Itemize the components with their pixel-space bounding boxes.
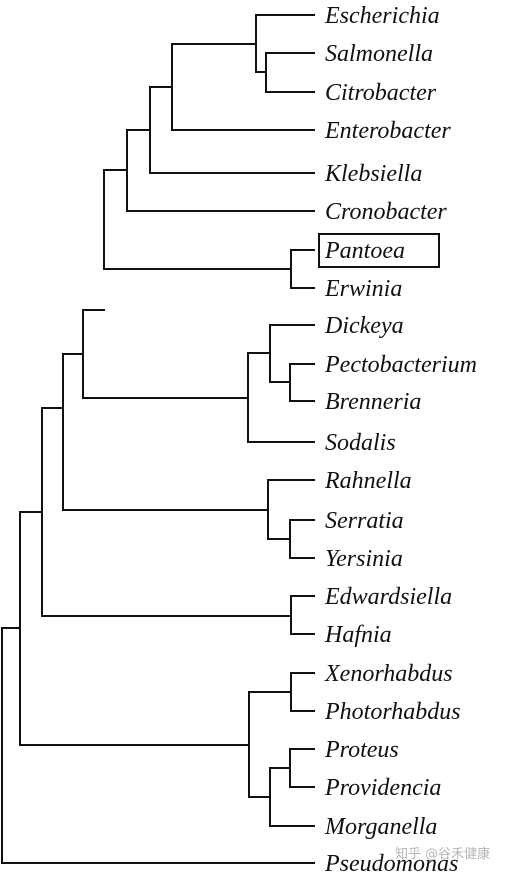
- leaf-label-serratia: Serratia: [325, 508, 404, 534]
- tree-branches: [1, 14, 315, 864]
- leaf-label-xenorhabdus: Xenorhabdus: [324, 661, 453, 687]
- leaf-label-sodalis: Sodalis: [325, 430, 396, 456]
- leaf-label-pantoea: Pantoea: [324, 238, 405, 264]
- leaf-label-erwinia: Erwinia: [324, 276, 402, 302]
- leaf-labels: Escherichia Salmonella Citrobacter Enter…: [324, 3, 477, 876]
- pantoea-highlight-box: [318, 233, 440, 268]
- watermark-text: 知乎 @谷禾健康: [395, 846, 490, 862]
- leaf-label-klebsiella: Klebsiella: [324, 161, 422, 187]
- leaf-label-enterobacter: Enterobacter: [324, 118, 451, 144]
- leaf-label-photorhabdus: Photorhabdus: [324, 699, 461, 725]
- leaf-label-providencia: Providencia: [324, 775, 441, 801]
- leaf-label-yersinia: Yersinia: [325, 546, 403, 572]
- leaf-label-edwardsiella: Edwardsiella: [324, 584, 452, 610]
- leaf-label-cronobacter: Cronobacter: [325, 199, 447, 225]
- leaf-label-pseudomonas: Pseudomonas: [324, 851, 458, 876]
- leaf-label-hafnia: Hafnia: [324, 622, 392, 648]
- leaf-label-brenneria: Brenneria: [325, 389, 421, 415]
- leaf-label-rahnella: Rahnella: [324, 468, 412, 494]
- leaf-label-salmonella: Salmonella: [325, 41, 433, 67]
- leaf-label-escherichia: Escherichia: [324, 3, 440, 29]
- leaf-label-proteus: Proteus: [324, 737, 399, 763]
- leaf-label-dickeya: Dickeya: [324, 313, 404, 339]
- leaf-label-citrobacter: Citrobacter: [325, 80, 437, 106]
- leaf-label-morganella: Morganella: [324, 814, 437, 840]
- leaf-label-pectobacterium: Pectobacterium: [324, 352, 477, 378]
